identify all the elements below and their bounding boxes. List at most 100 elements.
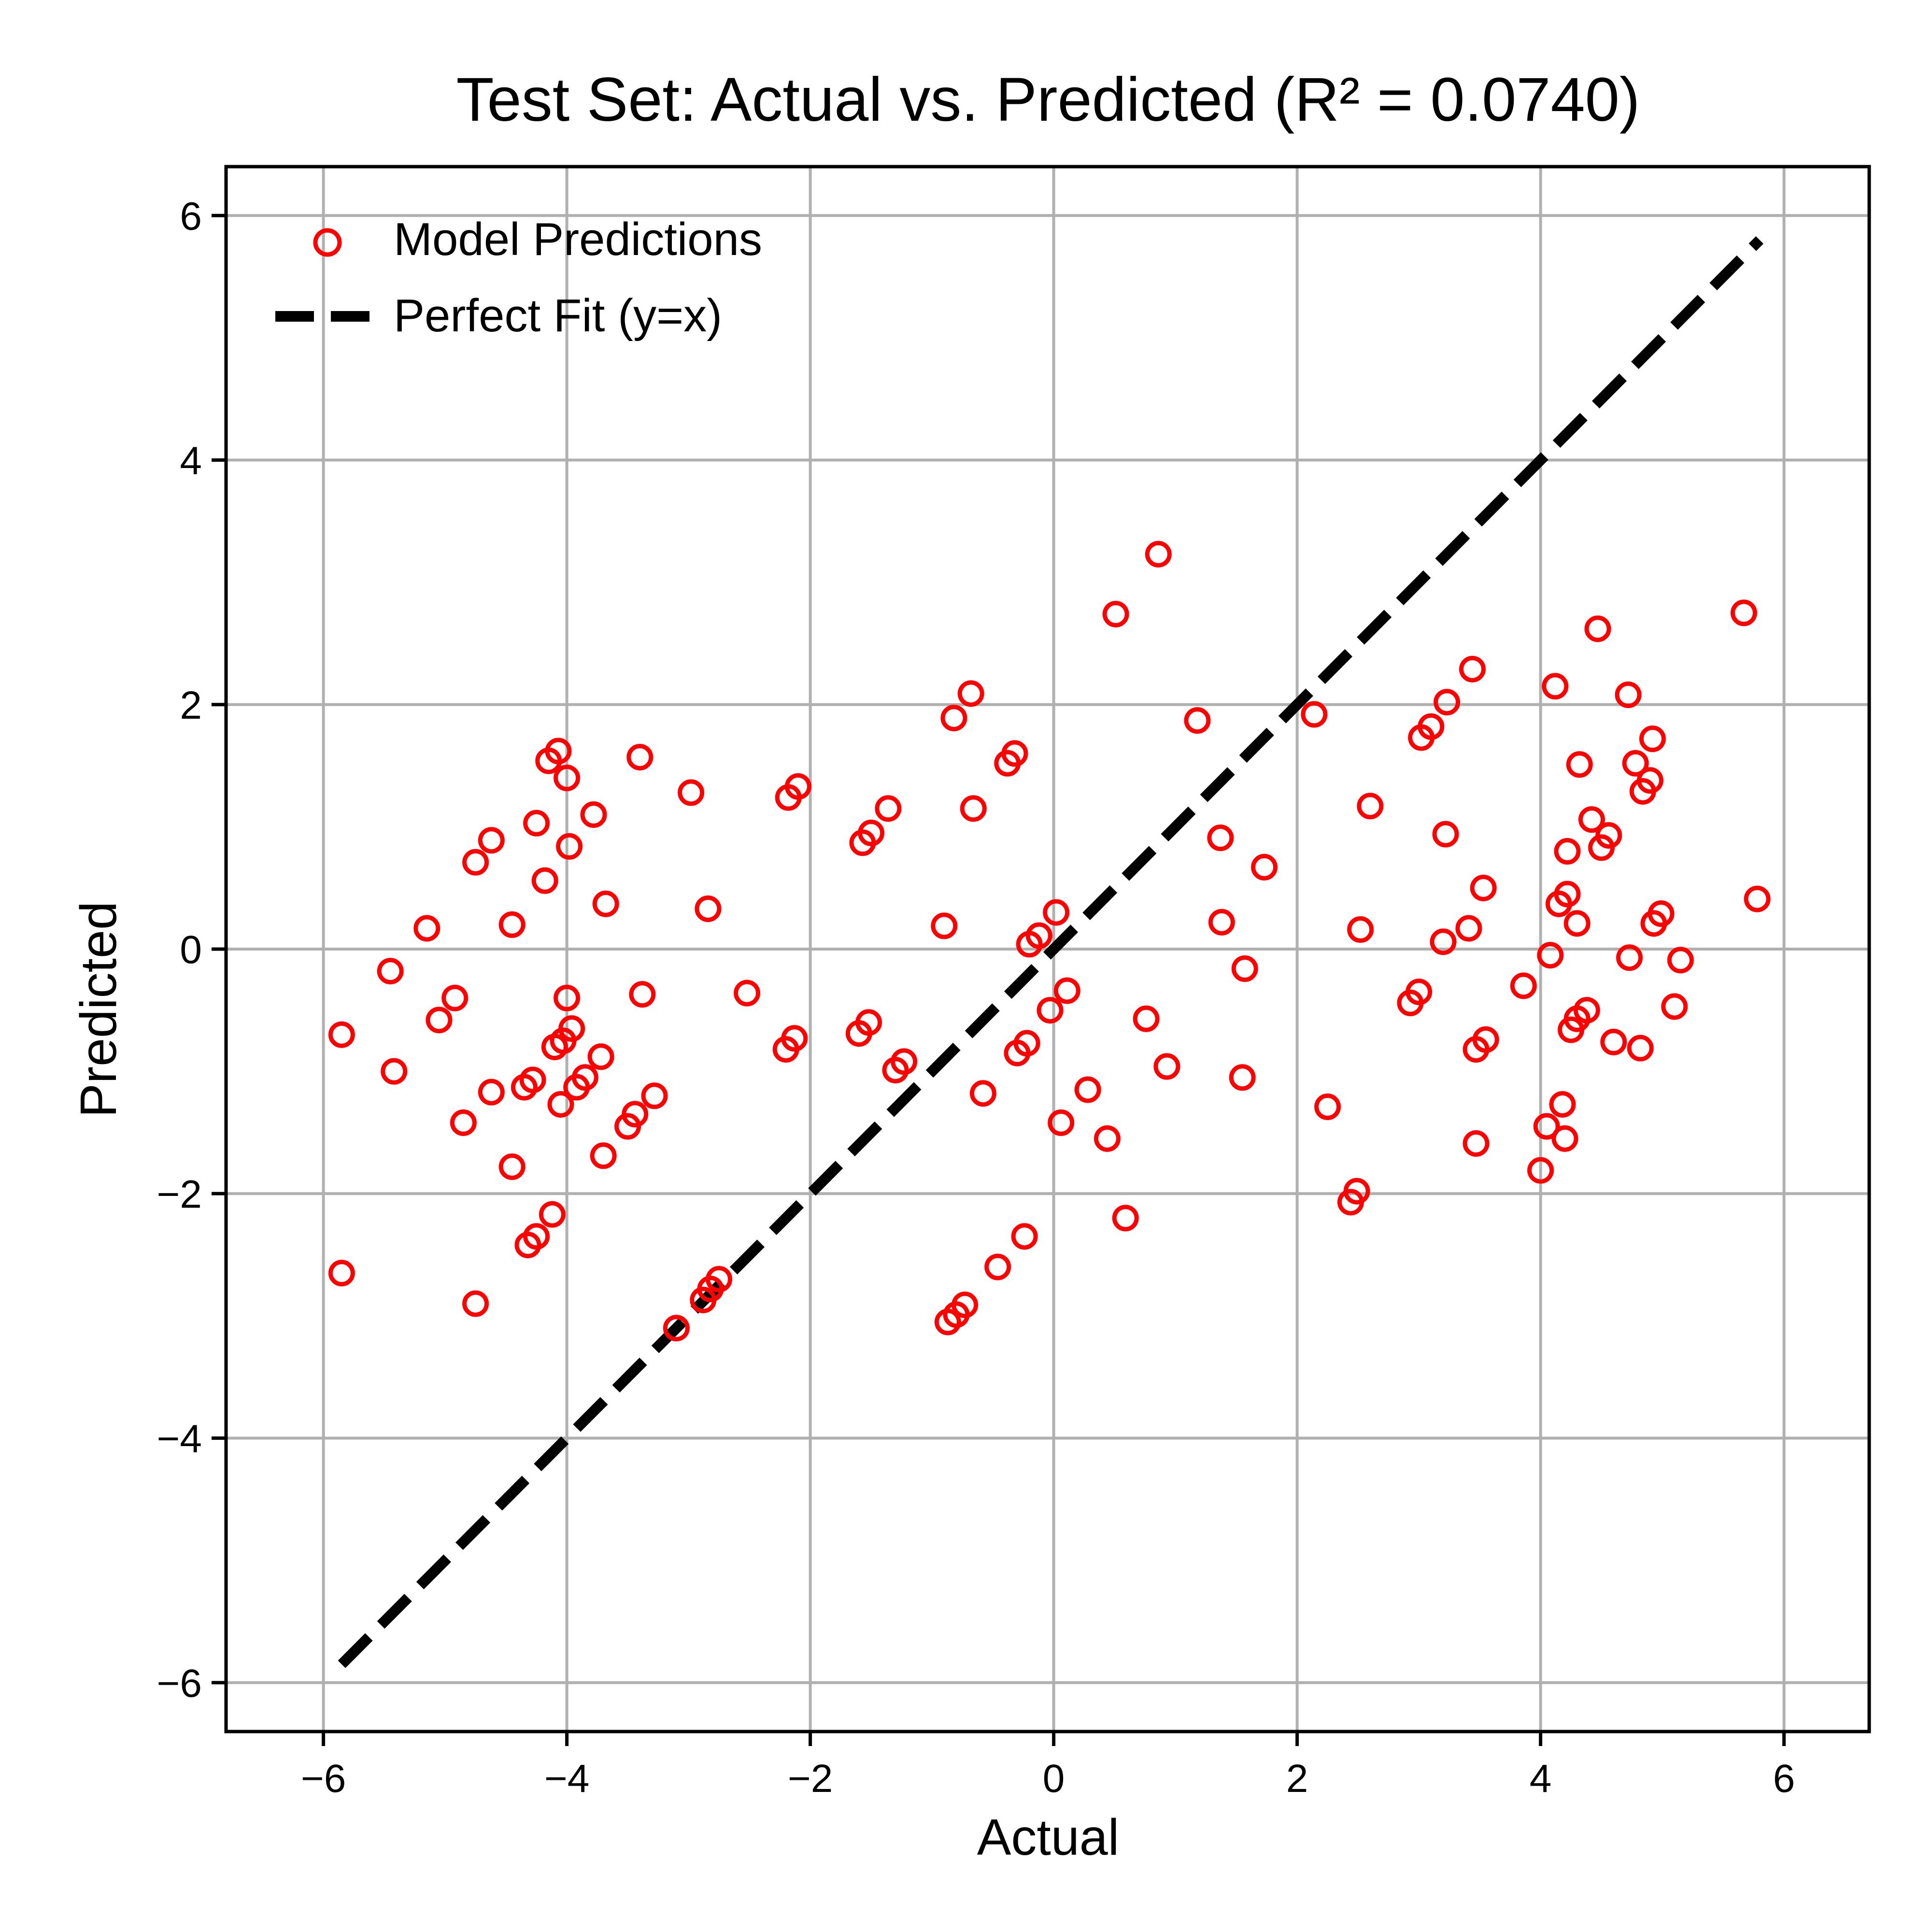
prediction-point [523,810,550,837]
prediction-point [328,1021,355,1048]
prediction-point [1648,900,1675,927]
x-axis-label: Actual [977,1809,1120,1866]
prediction-point [1730,599,1757,626]
prediction-point [1627,1035,1654,1062]
points-layer [328,540,1771,1342]
x-tick-label: −4 [544,1757,590,1801]
prediction-point [1551,1125,1578,1152]
prediction-point [1112,1205,1139,1232]
prediction-point [1251,853,1278,881]
prediction-point [969,1080,996,1107]
x-tick-label: 4 [1530,1757,1552,1801]
prediction-point [1616,944,1643,971]
prediction-point [1314,1094,1341,1121]
y-tick-label: 4 [180,439,202,483]
chart-title: Test Set: Actual vs. Predicted (R² = 0.0… [456,65,1640,134]
prediction-point [1011,1223,1038,1250]
prediction-point [1231,955,1258,982]
prediction-point [1549,1091,1576,1118]
prediction-point [1615,682,1642,708]
prediction-point [1043,899,1070,926]
prediction-point [462,1290,489,1317]
prediction-point [1573,997,1600,1024]
prediction-point [626,744,653,771]
prediction-point [663,1315,690,1342]
prediction-point [1001,740,1028,767]
y-axis-ticks: −6 −4 −2 0 2 4 6 [157,194,226,1705]
prediction-point [1578,806,1605,833]
prediction-point [1563,910,1591,937]
prediction-point [1554,881,1581,908]
prediction-point [1455,915,1482,942]
prediction-point [781,1025,808,1052]
y-axis-label: Predicted [70,901,127,1118]
prediction-point [1661,993,1688,1020]
prediction-point [547,1091,574,1118]
prediction-point [1074,1076,1101,1103]
prediction-point [641,1082,668,1109]
prediction-point [1744,885,1771,912]
y-tick-label: −4 [157,1417,202,1461]
prediction-point [1600,1028,1627,1055]
prediction-point [1566,751,1593,778]
prediction-point [1229,1064,1256,1091]
x-tick-label: −6 [301,1757,346,1801]
x-tick-label: 2 [1286,1757,1308,1801]
prediction-point [1470,874,1497,901]
prediction-point [478,827,505,854]
prediction-point [381,1058,408,1085]
prediction-point [960,795,987,822]
prediction-point [957,680,984,707]
prediction-point [1207,824,1234,852]
prediction-point [1472,1026,1499,1053]
prediction-point [1153,1053,1180,1080]
prediction-point [1347,916,1374,943]
prediction-point [1554,838,1581,865]
prediction-point [478,1079,505,1106]
prediction-point [1145,540,1172,568]
prediction-point [1463,1130,1490,1157]
prediction-point [931,912,958,939]
prediction-point [590,1142,617,1169]
x-tick-label: −2 [788,1757,833,1801]
prediction-point [1584,615,1611,642]
prediction-point [1184,707,1211,734]
prediction-point [622,1101,649,1128]
prediction-point [678,779,705,806]
prediction-point [498,911,526,938]
prediction-point [556,833,583,860]
prediction-point [1459,655,1486,682]
prediction-point [1418,713,1445,740]
prediction-point [587,1043,614,1070]
prediction-point [1013,1030,1040,1057]
prediction-point [1533,1113,1560,1140]
legend-label-perfect-fit: Perfect Fit (y=x) [394,290,722,341]
prediction-point [1053,977,1080,1004]
prediction-point [1434,689,1461,716]
prediction-point [1102,600,1129,627]
prediction-point [706,1265,733,1293]
prediction-point [695,895,722,922]
prediction-point [1667,947,1694,974]
prediction-point [413,915,440,942]
prediction-point [1527,1157,1554,1184]
prediction-point [1301,701,1328,728]
prediction-point [545,738,572,765]
prediction-point [1343,1178,1370,1205]
prediction-point [519,1066,546,1094]
prediction-point [891,1048,918,1075]
prediction-point [554,765,581,792]
prediction-point [1542,673,1569,700]
prediction-point [498,1153,526,1180]
prediction-point [450,1109,477,1136]
prediction-point [1406,979,1433,1006]
y-tick-label: 6 [180,194,202,238]
prediction-point [882,1057,909,1084]
prediction-point [629,981,656,1008]
prediction-point [580,801,607,828]
prediction-point [592,890,619,917]
prediction-point [1037,997,1064,1024]
prediction-point [377,958,404,985]
prediction-point [328,1260,355,1287]
